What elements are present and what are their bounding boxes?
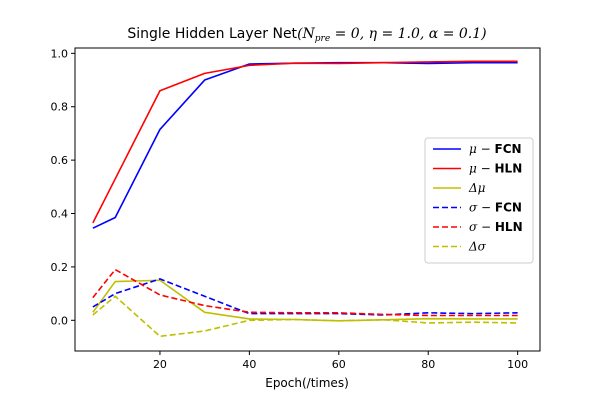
x-tick-label: 40 bbox=[242, 358, 256, 371]
y-axis: 0.0 0.2 0.4 0.6 0.8 1.0 bbox=[51, 47, 75, 327]
legend-label-tag: FCN bbox=[495, 201, 522, 215]
series-line-5 bbox=[92, 295, 518, 338]
y-tick-label: 0.4 bbox=[51, 208, 69, 221]
series-line-2 bbox=[92, 279, 518, 322]
y-tick-label: 0.8 bbox=[51, 101, 69, 114]
legend-label-symbol: Δσ bbox=[468, 240, 487, 254]
legend-label: μ − FCN bbox=[469, 142, 522, 156]
x-axis: 20 40 60 80 100 bbox=[153, 351, 528, 371]
legend-label-separator: − bbox=[477, 201, 495, 215]
chart-title-params-sub: pre bbox=[315, 34, 330, 44]
y-tick-label: 0.0 bbox=[51, 314, 69, 327]
legend-label-tag: FCN bbox=[495, 142, 522, 156]
legend-label-tag: HLN bbox=[495, 162, 523, 176]
x-axis-label: Epoch(/times) bbox=[265, 376, 349, 390]
legend-label-symbol: σ bbox=[469, 220, 478, 234]
series-line-1 bbox=[92, 60, 518, 224]
legend-label: σ − FCN bbox=[469, 201, 522, 215]
legend-label-separator: − bbox=[477, 220, 495, 234]
legend-label-separator: − bbox=[477, 162, 495, 176]
series-layer bbox=[92, 60, 518, 338]
chart-title-params: (N bbox=[297, 26, 315, 42]
legend-label: Δσ bbox=[468, 240, 487, 254]
legend-label: σ − HLN bbox=[469, 220, 523, 234]
x-tick-label: 20 bbox=[153, 358, 167, 371]
y-tick-label: 0.6 bbox=[51, 154, 69, 167]
legend-label-separator: − bbox=[477, 142, 495, 156]
chart-title-prefix: Single Hidden Layer Net bbox=[127, 26, 297, 42]
legend-label-tag: HLN bbox=[495, 220, 523, 234]
legend-label-symbol: σ bbox=[469, 201, 478, 215]
chart-title: Single Hidden Layer Net(Npre = 0, η = 1.… bbox=[127, 26, 486, 44]
legend-label: Δμ bbox=[468, 181, 486, 195]
legend-label: μ − HLN bbox=[469, 162, 522, 176]
axes-frame bbox=[74, 47, 541, 352]
series-line-4 bbox=[92, 268, 518, 317]
legend-label-symbol: μ bbox=[469, 142, 477, 156]
legend-label-symbol: Δμ bbox=[468, 181, 486, 195]
y-tick-label: 1.0 bbox=[51, 47, 69, 60]
legend-label-symbol: μ bbox=[469, 162, 477, 176]
x-tick-label: 100 bbox=[507, 358, 528, 371]
x-tick-label: 60 bbox=[332, 358, 346, 371]
series-line-3 bbox=[92, 278, 518, 316]
chart-title-params-rest: = 0, η = 1.0, α = 0.1) bbox=[330, 26, 486, 42]
x-tick-label: 80 bbox=[421, 358, 435, 371]
y-tick-label: 0.2 bbox=[51, 261, 69, 274]
